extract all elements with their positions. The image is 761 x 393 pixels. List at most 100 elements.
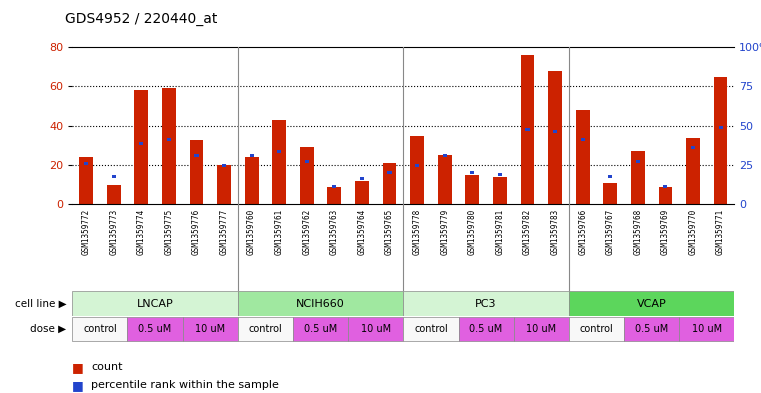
Bar <box>470 171 474 174</box>
Text: GSM1359764: GSM1359764 <box>358 209 367 255</box>
Text: GSM1359768: GSM1359768 <box>633 209 642 255</box>
Text: GSM1359779: GSM1359779 <box>440 209 449 255</box>
Bar <box>458 317 514 342</box>
Bar <box>521 55 534 204</box>
Bar <box>222 163 226 167</box>
Bar <box>498 173 502 176</box>
Bar <box>183 317 237 342</box>
Text: 10 uM: 10 uM <box>692 324 722 334</box>
Bar <box>383 163 396 204</box>
Bar <box>568 317 624 342</box>
Bar <box>679 317 734 342</box>
Bar <box>608 175 613 178</box>
Text: GSM1359772: GSM1359772 <box>81 209 91 255</box>
Bar <box>72 291 237 316</box>
Text: GSM1359760: GSM1359760 <box>247 209 256 255</box>
Bar <box>237 291 403 316</box>
Bar <box>415 163 419 167</box>
Bar <box>112 175 116 178</box>
Bar <box>718 126 723 129</box>
Bar <box>438 155 451 204</box>
Bar <box>162 88 176 204</box>
Text: control: control <box>249 324 282 334</box>
Text: cell line ▶: cell line ▶ <box>15 299 66 309</box>
Bar <box>327 187 341 204</box>
Bar <box>410 136 424 204</box>
Bar <box>277 150 282 153</box>
Bar <box>333 185 336 188</box>
Bar <box>360 177 364 180</box>
Text: NCIH660: NCIH660 <box>296 299 345 309</box>
Bar <box>691 146 695 149</box>
Text: GSM1359775: GSM1359775 <box>164 209 174 255</box>
Bar <box>304 160 309 163</box>
Bar <box>348 317 403 342</box>
Bar <box>631 151 645 204</box>
Text: ■: ■ <box>72 378 84 392</box>
Bar <box>525 128 530 131</box>
Text: 0.5 uM: 0.5 uM <box>139 324 172 334</box>
Bar <box>686 138 700 204</box>
Bar <box>139 142 143 145</box>
Text: GSM1359773: GSM1359773 <box>109 209 118 255</box>
Bar <box>135 90 148 204</box>
Bar <box>714 77 728 204</box>
Text: GSM1359763: GSM1359763 <box>330 209 339 255</box>
Text: 0.5 uM: 0.5 uM <box>304 324 337 334</box>
Text: GSM1359767: GSM1359767 <box>606 209 615 255</box>
Bar <box>387 171 392 174</box>
Bar <box>466 175 479 204</box>
Bar <box>128 317 183 342</box>
Text: GDS4952 / 220440_at: GDS4952 / 220440_at <box>65 12 217 26</box>
Bar <box>635 160 640 163</box>
Text: GSM1359781: GSM1359781 <box>495 209 505 255</box>
Text: GSM1359776: GSM1359776 <box>192 209 201 255</box>
Text: GSM1359771: GSM1359771 <box>716 209 725 255</box>
Bar <box>272 120 286 204</box>
Bar <box>403 317 458 342</box>
Bar <box>624 317 679 342</box>
Bar <box>84 162 88 165</box>
Bar <box>658 187 672 204</box>
Bar <box>194 154 199 157</box>
Bar <box>167 138 171 141</box>
Text: GSM1359762: GSM1359762 <box>302 209 311 255</box>
Bar <box>237 317 293 342</box>
Text: LNCAP: LNCAP <box>137 299 174 309</box>
Bar <box>189 140 203 204</box>
Text: GSM1359778: GSM1359778 <box>412 209 422 255</box>
Bar <box>548 71 562 204</box>
Bar <box>107 185 120 204</box>
Text: PC3: PC3 <box>476 299 497 309</box>
Text: GSM1359770: GSM1359770 <box>689 209 698 255</box>
Text: 10 uM: 10 uM <box>526 324 556 334</box>
Text: ■: ■ <box>72 361 84 374</box>
Text: GSM1359783: GSM1359783 <box>550 209 559 255</box>
Text: GSM1359774: GSM1359774 <box>137 209 146 255</box>
Text: VCAP: VCAP <box>637 299 667 309</box>
Text: GSM1359766: GSM1359766 <box>578 209 587 255</box>
Text: GSM1359761: GSM1359761 <box>275 209 284 255</box>
Bar <box>443 154 447 157</box>
Bar <box>245 157 259 204</box>
Text: GSM1359782: GSM1359782 <box>523 209 532 255</box>
Bar <box>355 181 369 204</box>
Bar <box>79 157 93 204</box>
Text: dose ▶: dose ▶ <box>30 324 66 334</box>
Text: 0.5 uM: 0.5 uM <box>635 324 668 334</box>
Bar <box>217 165 231 204</box>
Text: GSM1359765: GSM1359765 <box>385 209 394 255</box>
Text: control: control <box>580 324 613 334</box>
Text: count: count <box>91 362 123 373</box>
Text: percentile rank within the sample: percentile rank within the sample <box>91 380 279 390</box>
Text: 0.5 uM: 0.5 uM <box>470 324 503 334</box>
Text: GSM1359769: GSM1359769 <box>661 209 670 255</box>
Bar <box>553 130 557 133</box>
Text: control: control <box>414 324 447 334</box>
Bar <box>603 183 617 204</box>
Bar <box>72 317 128 342</box>
Bar <box>581 138 584 141</box>
Bar <box>293 317 349 342</box>
Text: GSM1359780: GSM1359780 <box>468 209 477 255</box>
Text: 10 uM: 10 uM <box>195 324 225 334</box>
